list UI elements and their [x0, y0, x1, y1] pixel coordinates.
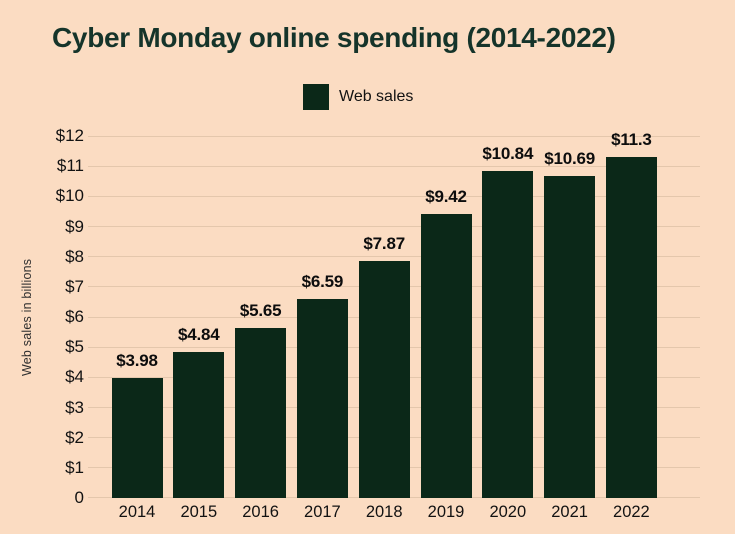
y-tick-label: $3: [65, 397, 84, 417]
bar: [296, 299, 348, 498]
bar-value-label: $10.84: [482, 144, 534, 163]
gridline: [88, 165, 700, 167]
y-tick-label: $8: [65, 246, 84, 266]
bar-value-label: $6.59: [301, 272, 344, 292]
y-tick-label: $12: [55, 126, 84, 145]
x-tick-label: 2014: [118, 503, 156, 521]
y-tick-label: $9: [65, 216, 84, 236]
legend: Web sales: [303, 83, 413, 110]
x-tick-label: 2020: [489, 503, 527, 521]
bar-value-label: $4.84: [178, 325, 220, 344]
x-tick-label: 2022: [613, 503, 650, 521]
y-tick-label: $10: [55, 186, 84, 206]
bar: [358, 260, 410, 498]
bar: [111, 377, 163, 498]
x-tick-label: 2018: [365, 503, 403, 521]
bar: [235, 327, 287, 498]
y-tick-label: $11: [56, 156, 84, 176]
gridline: [88, 256, 700, 258]
bar-value-label: $3.98: [116, 350, 158, 370]
bar: [420, 213, 472, 498]
y-tick-label: $1: [65, 457, 84, 477]
y-tick-label: $6: [65, 307, 84, 326]
bar-value-label: $11.3: [611, 130, 652, 150]
y-tick-label: $5: [65, 337, 84, 357]
bar: [605, 157, 657, 498]
y-tick-label: $4: [65, 367, 84, 387]
plot-area: $3.98 $4.84 $5.65 $6.59 $7.87 $9.42 $10.84 $10.…: [88, 130, 700, 498]
legend-swatch-web-sales: [303, 83, 329, 110]
x-tick-label: 2021: [551, 503, 588, 521]
bar-value-label: $10.69: [544, 148, 595, 168]
x-axis-labels: 2014 2015 2016 2017 2018 2019 2020 2021 2022: [88, 503, 700, 525]
bar-value-label: $9.42: [425, 186, 467, 206]
x-tick-label: 2016: [242, 503, 279, 521]
bar-value-label: $7.87: [363, 233, 405, 253]
bar: [482, 171, 534, 498]
x-tick-label: 2017: [304, 503, 341, 521]
y-axis-tick-labels: 0 $1 $2 $3 $4 $5 $6 $7 $8 $9 $10 $11 $12: [0, 126, 84, 507]
y-tick-label: $2: [65, 427, 84, 447]
y-tick-label: $7: [65, 276, 84, 296]
gridline: [88, 226, 700, 227]
y-tick-label: 0: [74, 488, 84, 507]
legend-label: Web sales: [339, 87, 414, 105]
x-tick-label: 2019: [427, 503, 465, 521]
bar: [544, 175, 596, 498]
gridline: [88, 195, 700, 197]
x-tick-label: 2015: [180, 503, 218, 521]
bar: [173, 352, 225, 498]
gridline: [88, 135, 700, 137]
chart-title: Cyber Monday online spending (2014-2022): [52, 22, 616, 53]
bar-value-label: $5.65: [239, 300, 282, 320]
